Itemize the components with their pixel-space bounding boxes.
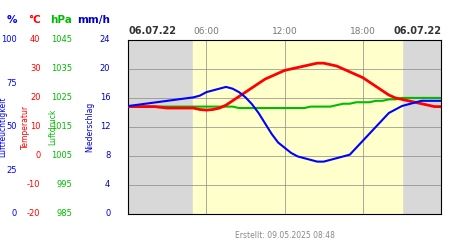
Text: 1045: 1045 — [51, 36, 72, 44]
Text: Niederschlag: Niederschlag — [86, 102, 94, 152]
Text: 12: 12 — [100, 122, 110, 132]
Text: 985: 985 — [56, 209, 72, 218]
Text: 1005: 1005 — [51, 151, 72, 160]
Text: 100: 100 — [1, 36, 17, 44]
Text: 75: 75 — [6, 79, 17, 88]
Text: mm/h: mm/h — [77, 15, 110, 25]
Text: 995: 995 — [56, 180, 72, 189]
Text: Luftfeuchtigkeit: Luftfeuchtigkeit — [0, 96, 8, 157]
Text: 0: 0 — [35, 151, 40, 160]
Text: 24: 24 — [100, 36, 110, 44]
Text: 40: 40 — [30, 36, 40, 44]
Text: 8: 8 — [105, 151, 110, 160]
Text: hPa: hPa — [50, 15, 72, 25]
Text: 06.07.22: 06.07.22 — [393, 26, 441, 36]
Text: 06.07.22: 06.07.22 — [128, 26, 176, 36]
Text: °C: °C — [28, 15, 40, 25]
Text: Luftdruck: Luftdruck — [49, 109, 58, 145]
Text: 0: 0 — [12, 209, 17, 218]
Text: -20: -20 — [27, 209, 40, 218]
Text: 20: 20 — [30, 94, 40, 102]
Text: 06:00: 06:00 — [194, 27, 220, 36]
Text: 1035: 1035 — [51, 64, 72, 74]
Text: 1015: 1015 — [51, 122, 72, 132]
Text: 30: 30 — [30, 64, 40, 74]
Text: 20: 20 — [100, 64, 110, 74]
Text: 0: 0 — [105, 209, 110, 218]
Text: %: % — [7, 15, 17, 25]
Text: 16: 16 — [99, 94, 110, 102]
Text: 18:00: 18:00 — [350, 27, 376, 36]
Text: -10: -10 — [27, 180, 40, 189]
Bar — [194, 40, 402, 214]
Text: 10: 10 — [30, 122, 40, 132]
Text: 25: 25 — [7, 166, 17, 175]
Text: 50: 50 — [7, 122, 17, 132]
Text: Temperatur: Temperatur — [21, 105, 30, 149]
Text: 12:00: 12:00 — [272, 27, 297, 36]
Text: 1025: 1025 — [51, 94, 72, 102]
Text: Erstellt: 09.05.2025 08:48: Erstellt: 09.05.2025 08:48 — [235, 231, 334, 240]
Text: 4: 4 — [105, 180, 110, 189]
